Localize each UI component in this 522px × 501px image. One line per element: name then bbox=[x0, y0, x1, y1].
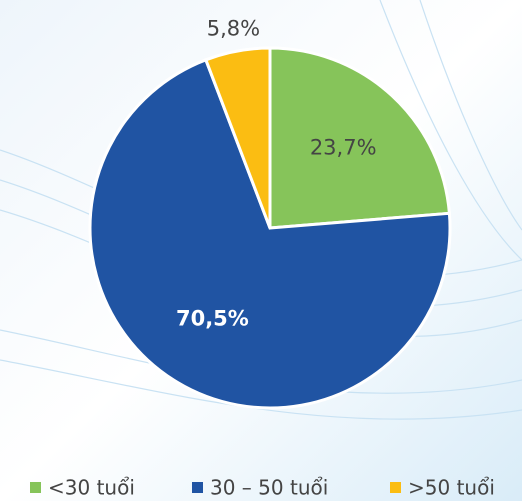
legend-swatch bbox=[192, 482, 203, 493]
data-label: 5,8% bbox=[207, 16, 260, 40]
pie-slice bbox=[203, 46, 272, 229]
legend-swatch bbox=[30, 482, 41, 493]
data-label: 70,5% bbox=[176, 306, 249, 330]
pie: 23,7% 70,5% 5,8% bbox=[88, 16, 452, 410]
data-label: 23,7% bbox=[310, 136, 377, 160]
legend-label: <30 tuổi bbox=[48, 476, 135, 500]
pie-slice bbox=[88, 57, 452, 410]
legend: <30 tuổi 30 – 50 tuổi >50 tuổi bbox=[30, 476, 495, 500]
legend-label: 30 – 50 tuổi bbox=[210, 476, 328, 500]
legend-label: >50 tuổi bbox=[408, 476, 495, 500]
pie-slice bbox=[268, 46, 452, 230]
legend-swatch bbox=[390, 482, 401, 493]
